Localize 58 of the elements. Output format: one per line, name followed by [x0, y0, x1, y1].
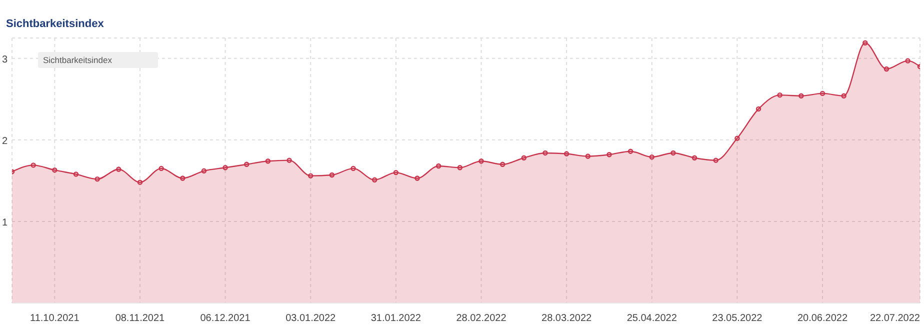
point: [52, 167, 58, 173]
x-tick-label: 25.04.2022: [626, 313, 678, 324]
point: [756, 106, 762, 112]
y-tick-label: 3: [2, 54, 8, 66]
point: [905, 58, 910, 64]
point: [798, 93, 804, 98]
point: [94, 176, 100, 182]
point: [884, 66, 890, 72]
point: [414, 176, 420, 181]
point: [372, 177, 378, 182]
point: [308, 173, 314, 178]
point: [542, 150, 548, 156]
y-tick-label: 2: [2, 136, 8, 147]
annotation: Sichtbarkeitsindex: [43, 55, 112, 65]
point: [222, 165, 228, 170]
point: [158, 166, 164, 172]
point: [436, 163, 442, 169]
point: [670, 150, 676, 156]
x-tick-label: 28.02.2022: [456, 313, 507, 324]
point: [585, 154, 590, 159]
point: [457, 165, 463, 170]
y-tick-label: 1: [2, 217, 8, 228]
point: [116, 166, 122, 172]
chart-title: Sichtbarkeitsindex: [6, 18, 104, 30]
point: [286, 158, 292, 163]
x-tick-label: 06.12.2021: [200, 313, 251, 324]
point: [137, 180, 143, 185]
point: [521, 155, 526, 160]
x-tick-label: 31.01.2022: [370, 313, 422, 324]
point: [564, 151, 570, 156]
point: [30, 162, 36, 168]
point: [73, 172, 79, 177]
point: [628, 148, 634, 154]
point: [713, 158, 718, 163]
point: [201, 168, 207, 174]
point: [350, 166, 356, 172]
x-tick-label: 03.01.2022: [286, 313, 336, 324]
point: [329, 172, 335, 178]
point: [692, 155, 698, 160]
x-tick-label: 08.11.2021: [115, 313, 166, 324]
point: [841, 93, 846, 98]
point: [649, 154, 654, 160]
point: [734, 136, 740, 141]
point: [862, 40, 868, 46]
x-tick-label: 23.05.2022: [712, 313, 763, 324]
point: [393, 170, 399, 176]
point: [820, 90, 826, 96]
point: [180, 176, 186, 181]
x-tick-label: 11.10.2021: [30, 313, 80, 324]
point: [265, 158, 271, 164]
point: [478, 158, 484, 164]
x-tick-label: 20.06.2022: [797, 313, 848, 324]
point: [244, 162, 250, 167]
x-tick-label: 22.07.2022: [870, 313, 920, 324]
point: [500, 162, 506, 167]
x-tick-label: 28.03.2022: [542, 313, 592, 324]
point: [606, 152, 612, 158]
point: [777, 92, 782, 98]
